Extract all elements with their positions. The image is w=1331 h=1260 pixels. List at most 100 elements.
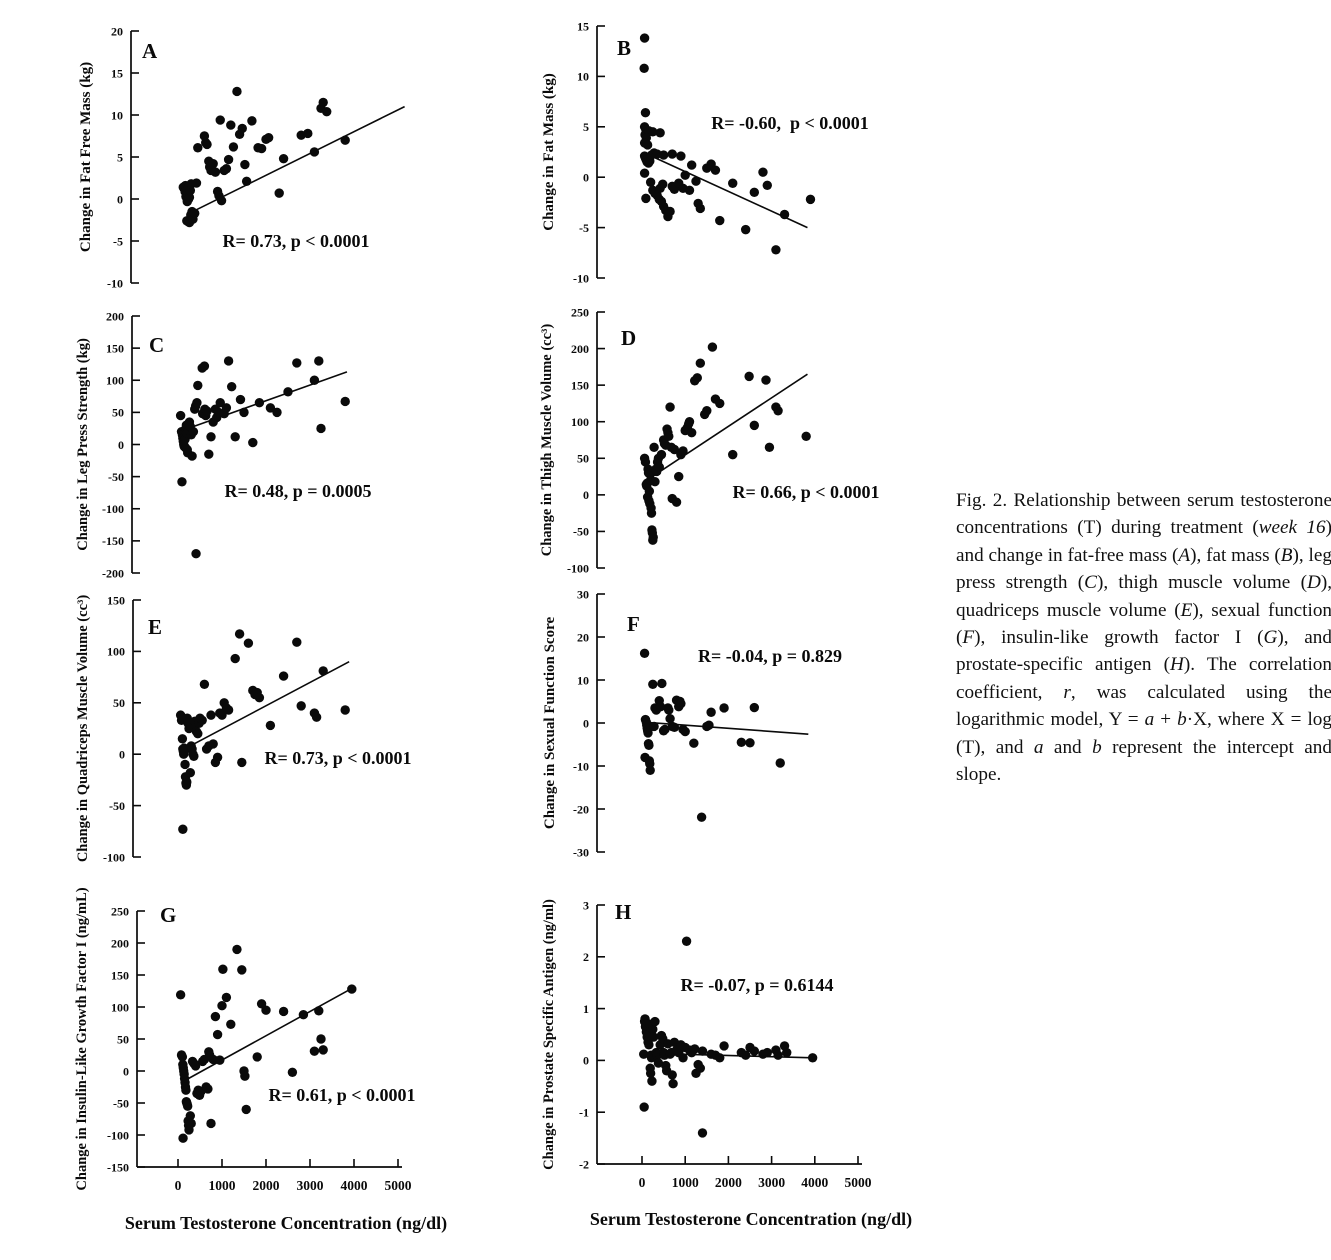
x-tick-label: 1000 <box>672 1175 699 1190</box>
data-point <box>215 115 225 125</box>
data-point <box>247 116 257 126</box>
data-point <box>676 151 686 161</box>
x-tick-label: 0 <box>175 1178 182 1193</box>
data-point <box>263 132 274 143</box>
panel-E: 150 100 50 0 -50 -100 E R= 0.73, p < 0.0001 Chan… <box>75 593 412 864</box>
data-point <box>309 147 320 157</box>
x-tick-label: 2000 <box>715 1175 742 1190</box>
data-point <box>736 737 747 748</box>
data-point <box>642 140 653 150</box>
data-point <box>702 406 712 416</box>
panel-A: 20 15 10 5 0 -5 -10 A R= 0.73, p < 0.0001 Change … <box>78 24 405 290</box>
data-point <box>807 1053 818 1063</box>
y-tick-label: 150 <box>107 593 125 607</box>
data-point <box>237 123 247 134</box>
data-point <box>645 765 655 775</box>
data-point <box>185 768 196 778</box>
y-tick-label: -1 <box>579 1106 589 1120</box>
data-point <box>254 692 265 703</box>
data-point <box>186 1118 196 1129</box>
data-point <box>177 734 188 744</box>
data-point <box>190 208 200 218</box>
data-point <box>210 1011 221 1022</box>
data-point <box>665 402 675 412</box>
y-tick-label: 250 <box>111 904 129 918</box>
data-point <box>641 193 651 204</box>
data-point <box>298 1009 309 1020</box>
data-point <box>187 451 197 461</box>
data-point <box>278 671 289 681</box>
data-point <box>223 705 234 715</box>
data-point <box>178 824 188 834</box>
caption-italic-run: a <box>1144 709 1155 731</box>
y-tick-label: -10 <box>107 276 123 290</box>
data-point <box>217 710 227 720</box>
data-point <box>241 1104 251 1115</box>
data-point <box>340 396 350 407</box>
data-point <box>740 224 751 235</box>
data-point <box>686 427 697 438</box>
data-point <box>212 1029 223 1040</box>
panel-D: 250 200 150 100 50 0 -50 -100 D R= 0.66, p < 0.00… <box>539 305 880 575</box>
y-axis-label: Change in Sexual Function Score <box>542 617 558 830</box>
y-axis-label: Change in Fat Free Mass (kg) <box>78 62 94 252</box>
data-point <box>745 738 755 748</box>
data-point <box>744 371 754 382</box>
y-tick-label: 0 <box>583 1054 589 1068</box>
data-point <box>199 679 210 689</box>
data-point <box>639 1049 649 1059</box>
data-point <box>644 486 655 496</box>
data-point <box>654 462 664 472</box>
data-point <box>640 107 651 118</box>
caption-run: ), and prostate-specific antigen ( <box>956 627 1331 676</box>
data-point <box>340 135 350 145</box>
data-point <box>749 1046 760 1056</box>
data-point <box>309 1046 320 1056</box>
data-point <box>206 432 216 442</box>
data-point <box>649 721 659 732</box>
data-point <box>216 195 227 206</box>
caption-run: and <box>1043 736 1093 758</box>
data-point <box>660 724 670 735</box>
y-tick-label: 20 <box>111 24 123 38</box>
data-point <box>648 532 658 542</box>
data-point <box>237 757 247 768</box>
x-tick-label: 5000 <box>385 1178 412 1193</box>
data-point <box>221 164 232 174</box>
caption-run: , was calculated using the logarithmic m… <box>956 681 1331 731</box>
data-point <box>254 398 265 408</box>
data-point <box>265 720 276 731</box>
data-point <box>715 1053 725 1063</box>
data-point <box>265 403 276 413</box>
data-point <box>728 449 738 460</box>
data-point <box>316 423 326 434</box>
caption-italic-run: G <box>1263 627 1278 649</box>
data-point <box>232 86 242 97</box>
correlation-annotation: R= 0.61, p < 0.0001 <box>268 1085 415 1105</box>
data-point <box>719 1041 729 1051</box>
data-point <box>668 1079 678 1089</box>
y-tick-label: -50 <box>113 1096 129 1110</box>
y-tick-label: 100 <box>107 645 125 659</box>
data-point <box>658 150 669 160</box>
correlation-annotation: R= -0.07, p = 0.6144 <box>680 975 833 995</box>
data-point <box>191 549 201 559</box>
data-point <box>226 120 236 130</box>
trendline <box>182 987 353 1083</box>
data-point <box>644 740 654 751</box>
y-tick-label: 30 <box>577 587 589 601</box>
data-point <box>664 705 674 715</box>
trendline <box>644 373 808 483</box>
data-point <box>175 990 186 1000</box>
data-point <box>680 170 690 180</box>
data-point <box>805 194 816 205</box>
caption-run: ) and change in fat-free mass ( <box>956 517 1331 566</box>
correlation-annotation: R= -0.60, p < 0.0001 <box>711 113 869 133</box>
data-point <box>644 1040 654 1050</box>
data-point <box>189 751 199 761</box>
data-point <box>771 245 781 255</box>
data-point <box>695 203 706 214</box>
data-point <box>690 1044 700 1054</box>
panel-letter: C <box>149 333 164 357</box>
